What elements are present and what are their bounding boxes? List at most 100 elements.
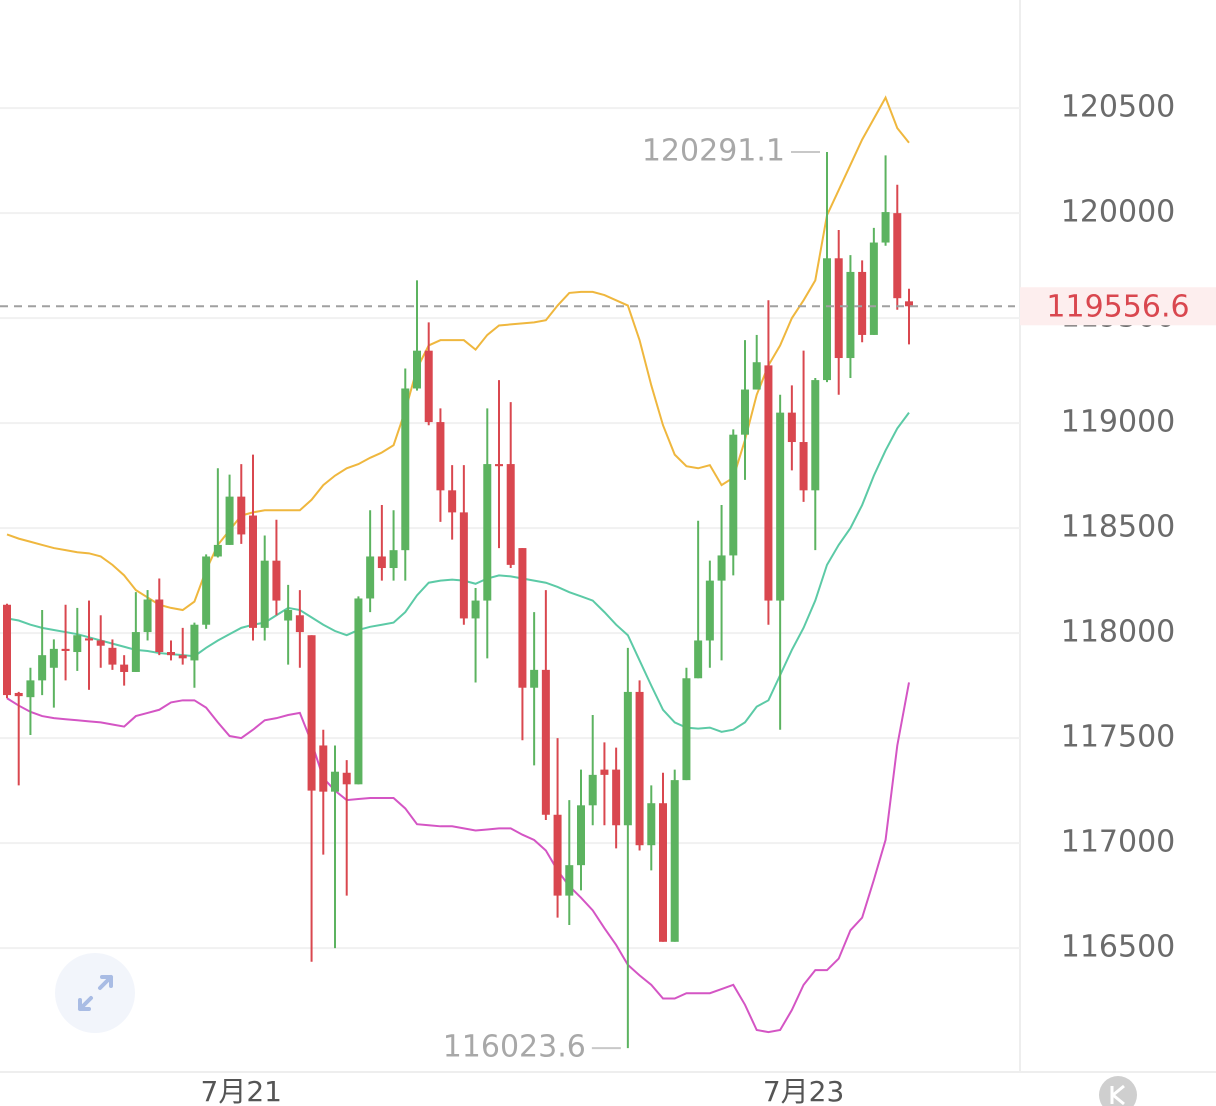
candle-body (49, 648, 58, 668)
candle-body (307, 635, 316, 791)
candle-body (729, 434, 738, 556)
candle-body (823, 258, 831, 381)
candle-body (869, 242, 878, 335)
candle-body (448, 490, 457, 513)
y-tick-label: 116500 (1061, 930, 1176, 965)
expand-icon[interactable] (78, 975, 113, 1011)
candle-body (905, 301, 913, 307)
candle-body (694, 640, 703, 679)
candle-body (319, 745, 328, 792)
high-marker-label: 120291.1 (642, 134, 785, 169)
logo-icon (1099, 1076, 1137, 1106)
candle-body (717, 555, 726, 581)
candle-body (705, 580, 714, 641)
x-tick-label: 7月21 (201, 1075, 282, 1106)
candle-body (600, 769, 609, 775)
candle-body (541, 669, 550, 815)
candle-body (424, 350, 433, 423)
candle-body (506, 464, 515, 565)
candle-body (752, 362, 761, 390)
y-tick-label: 119000 (1061, 405, 1176, 440)
candle-body (377, 556, 386, 569)
candle-body (741, 389, 749, 435)
candle-body (670, 780, 679, 942)
candle-body (167, 652, 175, 656)
overlay: 120291.1 116023.6 119556.6 (0, 134, 1216, 1065)
y-tick-label: 118500 (1061, 510, 1176, 545)
candle-body (366, 556, 375, 599)
candle-body (776, 412, 785, 601)
candle-body (178, 655, 187, 659)
candle-body (846, 271, 855, 359)
candle-body (881, 212, 890, 243)
candle-body (3, 604, 11, 696)
candle-body (471, 600, 480, 619)
candles (3, 152, 913, 1049)
candle-body (413, 350, 421, 389)
candle-body (14, 692, 23, 697)
candle-body (577, 805, 585, 866)
candle-body (143, 599, 152, 633)
candle-body (787, 412, 796, 443)
band-line (6, 412, 910, 733)
last-price-label: 119556.6 (1046, 290, 1189, 325)
candle-body (764, 365, 773, 601)
candle-body (342, 772, 351, 785)
candle-body (588, 774, 597, 806)
candle-body (811, 380, 820, 491)
candle-body (237, 496, 246, 535)
expand-button[interactable] (55, 953, 135, 1033)
candle-body (73, 635, 82, 653)
last-price-box (1020, 287, 1216, 326)
candle-body (495, 464, 503, 467)
candle-body (834, 258, 843, 359)
candle-body (623, 691, 632, 826)
candle-body (38, 655, 47, 681)
candle-body (682, 678, 691, 781)
candle-body (635, 691, 644, 846)
y-tick-label: 120000 (1061, 195, 1176, 230)
candle-body (61, 648, 70, 651)
candle-body (120, 664, 129, 672)
candle-body (26, 680, 35, 698)
candle-body (202, 556, 211, 625)
candle-body (331, 771, 339, 792)
y-tick-label: 117500 (1061, 720, 1176, 755)
candle-body (260, 560, 269, 628)
x-tick-label: 7月23 (763, 1075, 844, 1106)
candle-body (85, 638, 93, 641)
candle-body (284, 610, 293, 621)
band-line (6, 682, 910, 1034)
candle-body (530, 669, 539, 688)
candle-body (459, 512, 468, 619)
grid: 1165001170001175001180001185001190001195… (0, 90, 1175, 1106)
candle-body (389, 550, 398, 569)
candle-body (225, 496, 234, 545)
candle-body (518, 548, 527, 688)
candle-body (553, 814, 562, 896)
expand-button-bg[interactable] (55, 953, 135, 1033)
candle-body (893, 213, 902, 299)
candle-body (612, 769, 621, 826)
candle-body (436, 422, 445, 491)
candle-body (155, 599, 164, 653)
candle-body (295, 615, 304, 633)
candle-body (799, 442, 808, 491)
candle-body (483, 464, 492, 601)
candle-body (647, 803, 656, 846)
candle-body (213, 544, 222, 557)
y-tick-label: 118000 (1061, 615, 1176, 650)
candle-body (108, 647, 117, 665)
candle-body (190, 624, 199, 661)
low-marker-label: 116023.6 (443, 1030, 586, 1065)
candle-body (565, 865, 574, 896)
candle-body (131, 632, 140, 672)
y-tick-label: 117000 (1061, 825, 1176, 860)
candle-body (96, 640, 105, 646)
candle-body (249, 515, 257, 628)
candle-body (858, 271, 867, 335)
y-tick-label: 120500 (1061, 90, 1176, 125)
candle-body (401, 388, 410, 551)
